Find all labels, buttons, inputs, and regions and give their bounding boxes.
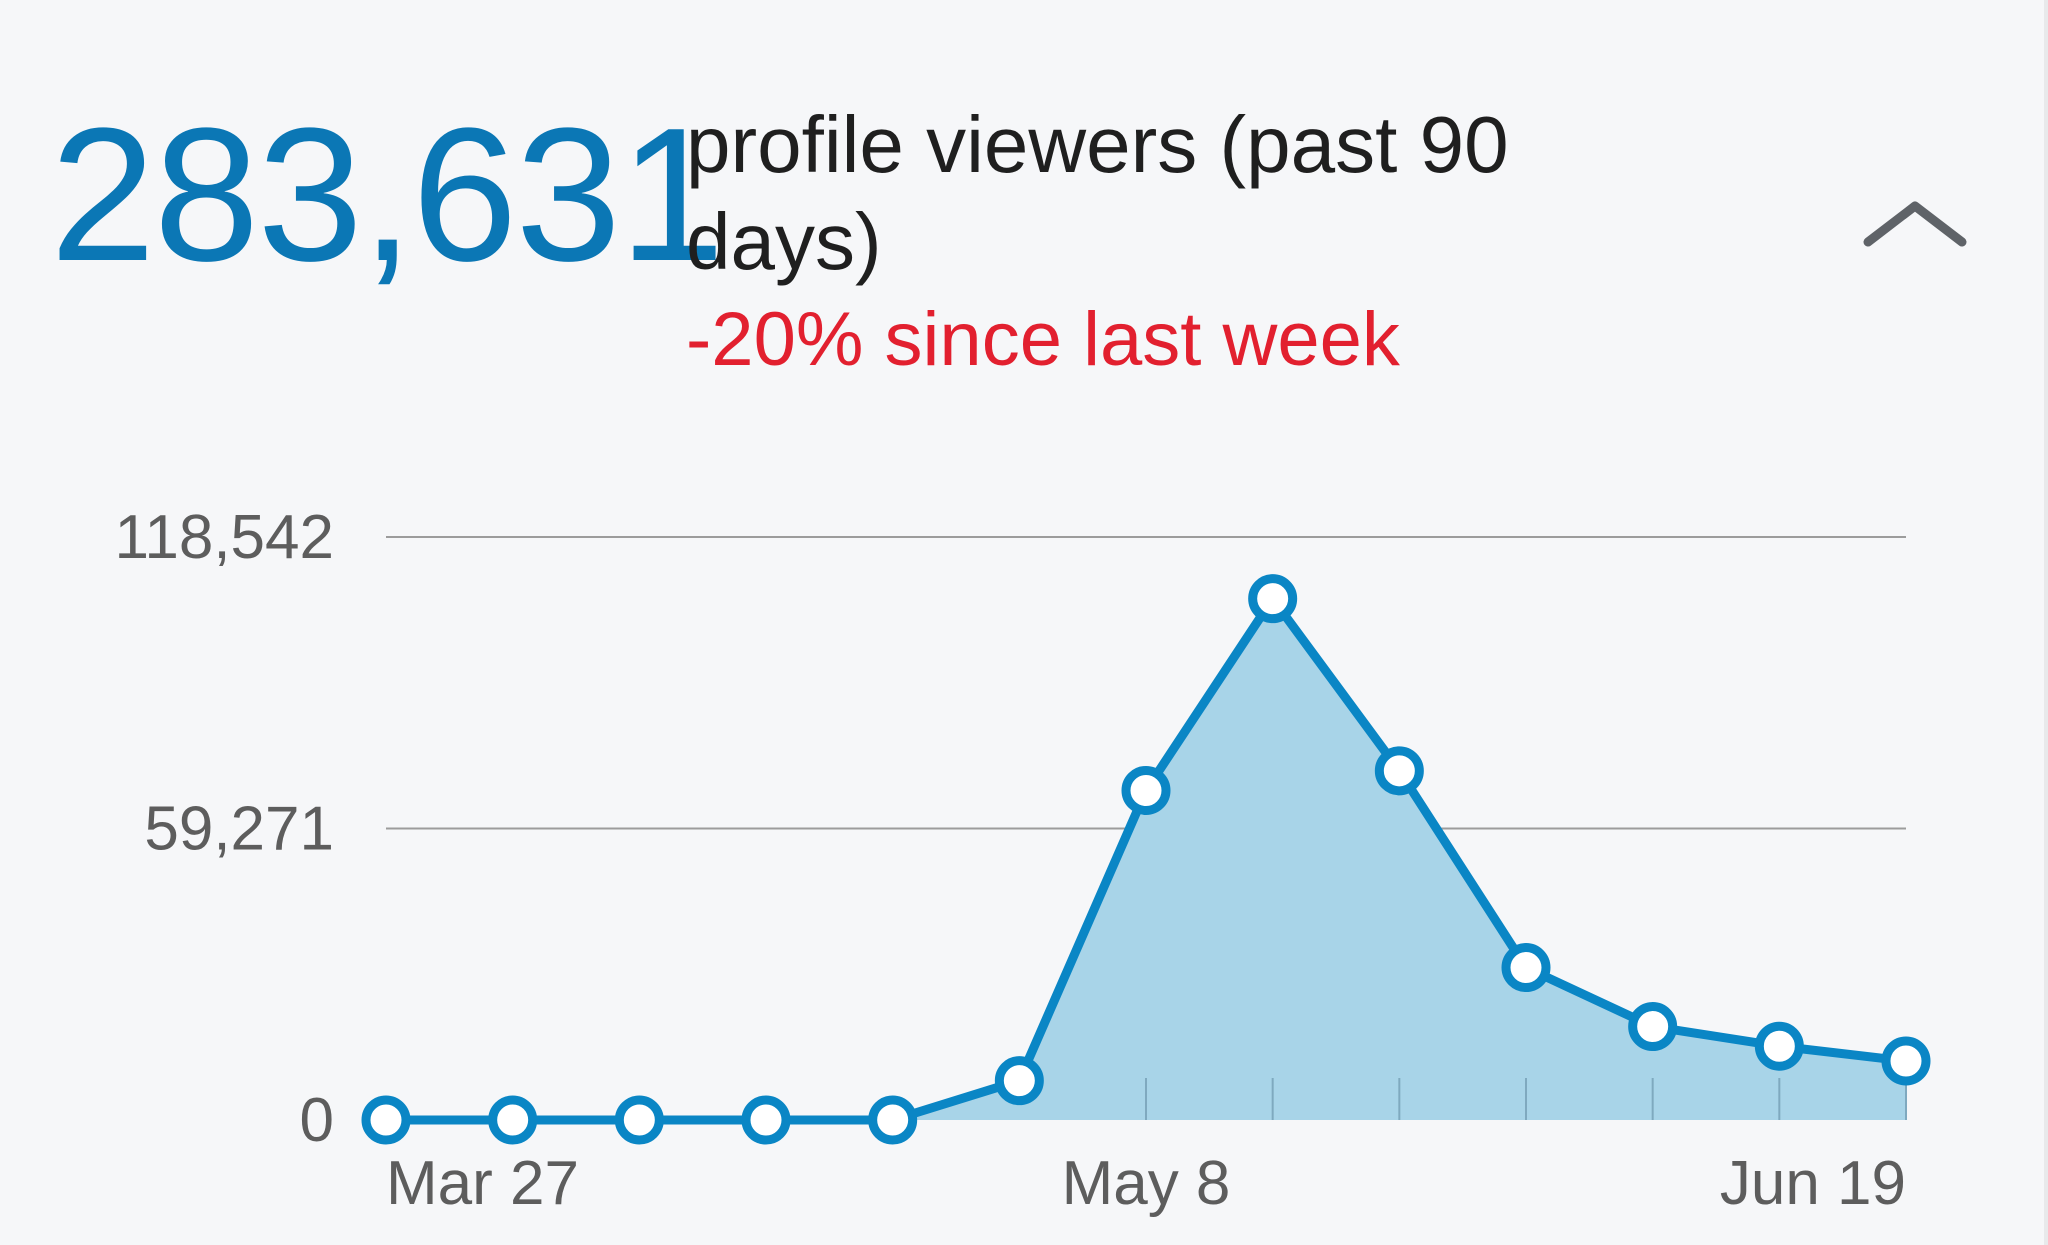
x-tick-label: May 8	[1062, 1149, 1231, 1218]
y-tick-label: 59,271	[144, 795, 334, 864]
data-point	[994, 1056, 1044, 1106]
data-point	[868, 1095, 918, 1145]
y-tick-label: 118,542	[114, 503, 334, 572]
collapse-button[interactable]	[1850, 180, 1980, 270]
data-point	[741, 1095, 791, 1145]
data-point	[1754, 1021, 1804, 1071]
data-point	[488, 1095, 538, 1145]
series-area	[386, 598, 1906, 1120]
data-point	[1628, 1002, 1678, 1052]
chevron-up-icon	[1863, 201, 1967, 247]
y-tick-label: 0	[300, 1086, 334, 1155]
x-tick-label: Jun 19	[1720, 1149, 1906, 1218]
data-point	[614, 1095, 664, 1145]
data-point	[1248, 574, 1298, 624]
card-title: profile viewers (past 90 days)	[686, 100, 1509, 286]
x-tick-label: Mar 27	[386, 1149, 579, 1218]
change-indicator: -20% since last week	[686, 297, 1400, 382]
viewer-count: 283,631	[50, 89, 725, 301]
data-point	[361, 1095, 411, 1145]
data-point	[1881, 1036, 1931, 1086]
data-point	[1501, 943, 1551, 993]
data-point	[1121, 765, 1171, 815]
data-point	[1374, 746, 1424, 796]
